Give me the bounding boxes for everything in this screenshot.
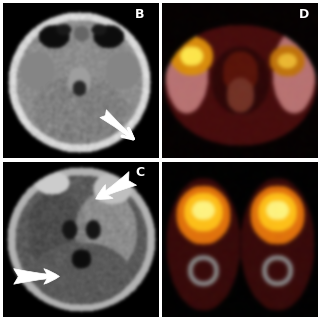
Text: D: D bbox=[299, 8, 309, 20]
Text: B: B bbox=[135, 8, 145, 20]
Text: C: C bbox=[135, 166, 144, 179]
